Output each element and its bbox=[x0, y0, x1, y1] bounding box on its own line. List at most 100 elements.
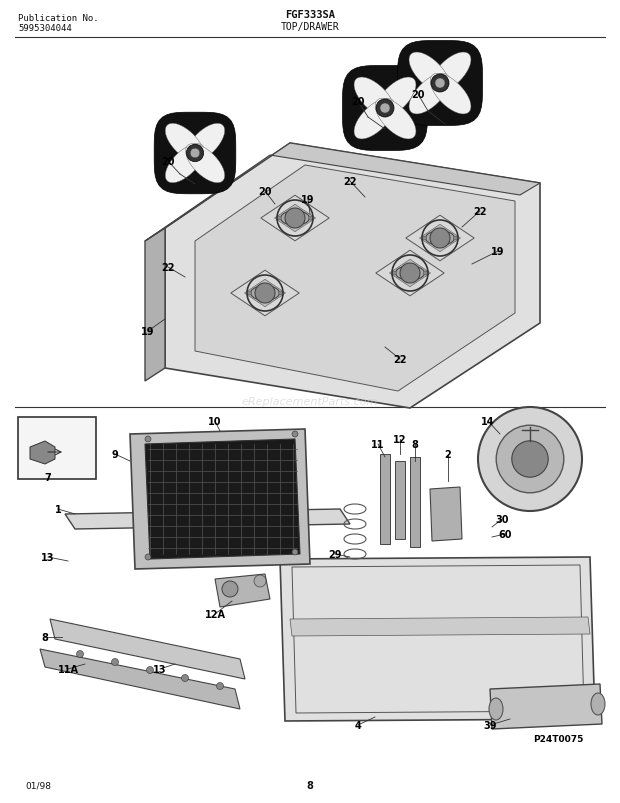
Circle shape bbox=[145, 437, 151, 442]
Text: eReplacementParts.com: eReplacementParts.com bbox=[242, 397, 378, 406]
Circle shape bbox=[190, 149, 200, 159]
Circle shape bbox=[278, 291, 282, 296]
Circle shape bbox=[423, 271, 427, 275]
Circle shape bbox=[146, 666, 154, 674]
Text: 60: 60 bbox=[498, 529, 511, 540]
Circle shape bbox=[453, 237, 458, 241]
Bar bbox=[380, 454, 390, 544]
Polygon shape bbox=[280, 557, 595, 721]
Text: 1: 1 bbox=[55, 504, 61, 515]
Text: 19: 19 bbox=[491, 247, 505, 257]
Text: 10: 10 bbox=[208, 417, 222, 426]
Text: 11A: 11A bbox=[58, 664, 79, 675]
Ellipse shape bbox=[396, 267, 425, 281]
Polygon shape bbox=[354, 78, 395, 119]
Circle shape bbox=[255, 283, 275, 304]
Circle shape bbox=[430, 229, 450, 249]
Circle shape bbox=[376, 100, 394, 118]
Polygon shape bbox=[231, 271, 299, 316]
Polygon shape bbox=[490, 684, 602, 729]
Text: 8: 8 bbox=[412, 439, 418, 450]
Text: 12: 12 bbox=[393, 434, 407, 444]
Circle shape bbox=[247, 291, 252, 296]
Circle shape bbox=[423, 237, 427, 241]
Text: 19: 19 bbox=[301, 195, 315, 205]
Polygon shape bbox=[290, 618, 590, 636]
Text: 7: 7 bbox=[45, 472, 51, 483]
Circle shape bbox=[254, 575, 266, 587]
Polygon shape bbox=[375, 99, 416, 140]
Polygon shape bbox=[145, 144, 540, 242]
Circle shape bbox=[278, 217, 281, 221]
Circle shape bbox=[76, 650, 84, 658]
Polygon shape bbox=[409, 53, 450, 94]
Polygon shape bbox=[145, 229, 165, 381]
Polygon shape bbox=[130, 430, 310, 569]
Polygon shape bbox=[342, 67, 428, 151]
Circle shape bbox=[438, 230, 442, 234]
Circle shape bbox=[187, 145, 203, 162]
Bar bbox=[395, 462, 405, 540]
Ellipse shape bbox=[591, 693, 605, 715]
Polygon shape bbox=[275, 205, 316, 232]
Text: 01/98: 01/98 bbox=[25, 781, 51, 789]
Circle shape bbox=[216, 683, 223, 690]
Circle shape bbox=[182, 675, 188, 682]
Text: 14: 14 bbox=[481, 417, 495, 426]
Text: Publication No.: Publication No. bbox=[18, 14, 99, 23]
Text: 13: 13 bbox=[42, 552, 55, 562]
Polygon shape bbox=[185, 145, 225, 184]
Text: 22: 22 bbox=[473, 206, 487, 217]
Polygon shape bbox=[430, 53, 471, 94]
Polygon shape bbox=[409, 74, 450, 115]
Bar bbox=[410, 458, 420, 548]
Text: 20: 20 bbox=[259, 187, 272, 197]
Polygon shape bbox=[65, 509, 350, 529]
Circle shape bbox=[408, 278, 412, 282]
Polygon shape bbox=[389, 260, 430, 287]
Text: 8: 8 bbox=[306, 780, 314, 790]
Text: TOP/DRAWER: TOP/DRAWER bbox=[281, 22, 339, 32]
Ellipse shape bbox=[256, 289, 273, 298]
Bar bbox=[18, 418, 96, 479]
Polygon shape bbox=[154, 113, 236, 194]
Circle shape bbox=[263, 286, 267, 290]
Polygon shape bbox=[30, 442, 55, 464]
Ellipse shape bbox=[489, 698, 503, 720]
Text: 22: 22 bbox=[161, 263, 175, 273]
Ellipse shape bbox=[401, 269, 418, 278]
Text: 9: 9 bbox=[112, 450, 118, 459]
Polygon shape bbox=[185, 124, 225, 163]
Circle shape bbox=[222, 581, 238, 597]
Text: 13: 13 bbox=[153, 664, 167, 675]
Circle shape bbox=[145, 554, 151, 560]
Polygon shape bbox=[376, 251, 444, 296]
Circle shape bbox=[380, 104, 390, 114]
Text: 2: 2 bbox=[445, 450, 451, 459]
Circle shape bbox=[263, 298, 267, 302]
Circle shape bbox=[292, 549, 298, 556]
Circle shape bbox=[292, 431, 298, 438]
Text: P24T0075: P24T0075 bbox=[533, 735, 583, 744]
Polygon shape bbox=[40, 649, 240, 709]
Circle shape bbox=[408, 266, 412, 270]
Polygon shape bbox=[406, 216, 474, 262]
Circle shape bbox=[496, 426, 564, 493]
Text: 20: 20 bbox=[161, 157, 175, 167]
Text: 4: 4 bbox=[355, 720, 361, 730]
Text: 29: 29 bbox=[328, 549, 342, 560]
Text: 19: 19 bbox=[141, 327, 155, 336]
Polygon shape bbox=[397, 42, 482, 126]
Circle shape bbox=[512, 442, 548, 478]
Circle shape bbox=[435, 79, 445, 89]
Text: 20: 20 bbox=[352, 97, 365, 107]
Polygon shape bbox=[165, 144, 540, 409]
Polygon shape bbox=[261, 196, 329, 242]
Ellipse shape bbox=[281, 211, 309, 226]
Ellipse shape bbox=[286, 214, 304, 223]
Polygon shape bbox=[166, 124, 205, 163]
Text: FGF333SA: FGF333SA bbox=[285, 10, 335, 20]
Circle shape bbox=[293, 223, 297, 227]
Polygon shape bbox=[420, 225, 461, 252]
Text: 22: 22 bbox=[343, 177, 356, 187]
